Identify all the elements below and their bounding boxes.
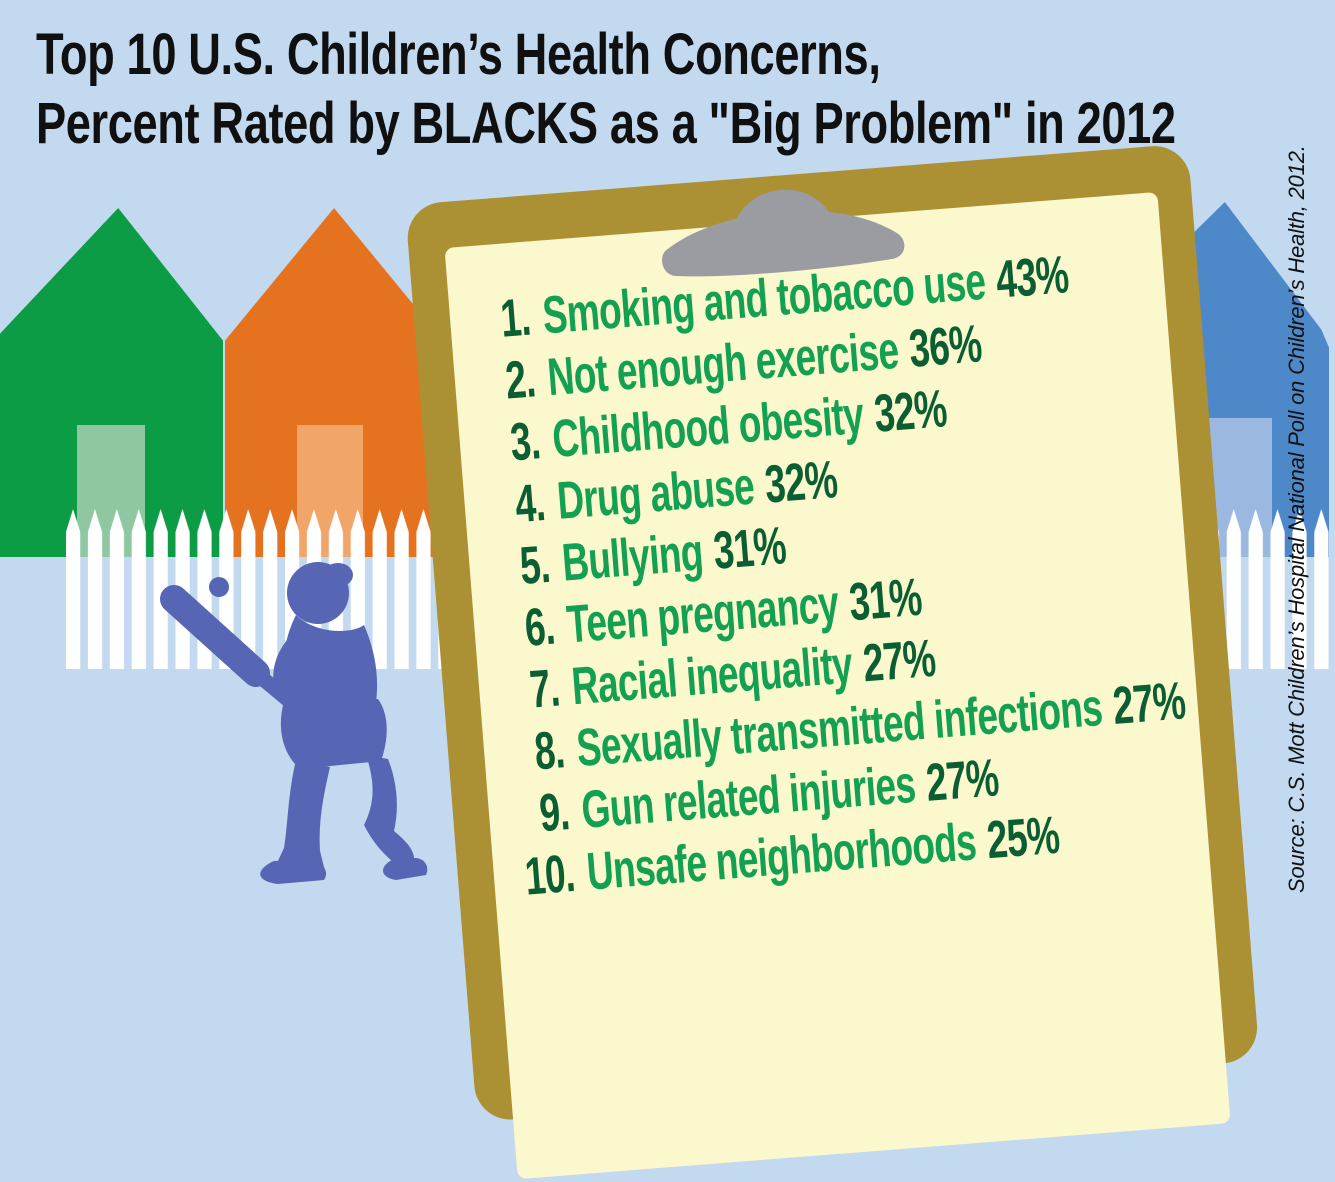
rank-number: 10. (522, 843, 577, 907)
percent-value: 31% (847, 567, 924, 633)
percent-value: 32% (762, 450, 840, 515)
rank-number: 4. (513, 473, 548, 535)
rank-number: 3. (508, 411, 543, 473)
percent-value: 31% (711, 516, 788, 581)
rank-number: 5. (517, 534, 552, 596)
health-concerns-list: 1. Smoking and tobacco use 43% 2. Not en… (479, 237, 1212, 909)
baseball-icon (209, 577, 229, 597)
source-citation: Source: C.S. Mott Children’s Hospital Na… (1284, 145, 1309, 893)
concern-label: Bullying (559, 522, 705, 593)
percent-value: 27% (1110, 671, 1188, 736)
rank-number: 6. (522, 596, 557, 658)
page-title: Top 10 U.S. Children’s Health Concerns, … (36, 20, 1335, 158)
percent-value: 25% (984, 805, 1062, 871)
rank-number: 7. (527, 658, 562, 720)
percent-value: 27% (860, 628, 938, 694)
batter-boy-icon (160, 562, 428, 884)
clipboard-paper: 1. Smoking and tobacco use 43% 2. Not en… (444, 191, 1231, 1180)
rank-number: 9. (537, 782, 572, 844)
clipboard-clip-icon (662, 189, 905, 277)
title-line-2: Percent Rated by BLACKS as a "Big Proble… (36, 91, 1176, 156)
percent-value: 32% (872, 379, 949, 444)
percent-value: 36% (906, 314, 984, 379)
baseball-bat-icon (160, 585, 270, 687)
rank-number: 8. (532, 720, 567, 782)
rank-number: 2. (503, 349, 538, 411)
clipboard: 1. Smoking and tobacco use 43% 2. Not en… (405, 143, 1260, 1180)
percent-value: 43% (993, 245, 1071, 310)
percent-value: 27% (923, 748, 1001, 813)
green-house (0, 208, 223, 557)
rank-number: 1. (498, 287, 533, 349)
title-line-1: Top 10 U.S. Children’s Health Concerns, (36, 22, 881, 87)
